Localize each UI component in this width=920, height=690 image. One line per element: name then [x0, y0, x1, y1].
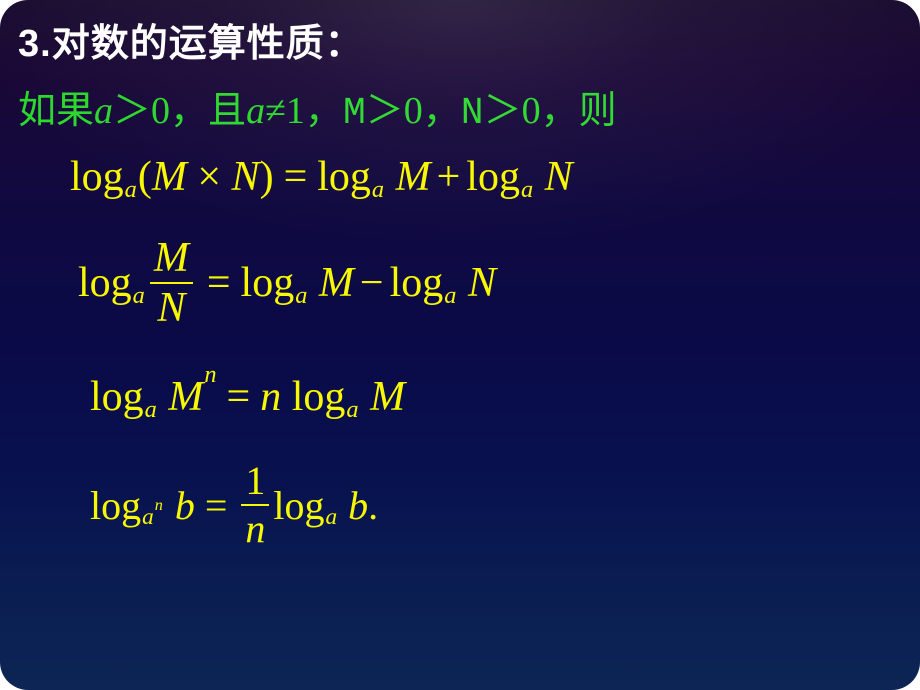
- lparen: (: [138, 153, 152, 201]
- var-N: N: [545, 153, 573, 201]
- var-M: M: [319, 259, 354, 307]
- log-base: a: [372, 176, 384, 204]
- formula-base-power: logan b= 1 n loga b.: [58, 461, 902, 549]
- formula-quotient: loga M N =loga M−loga N: [58, 237, 902, 329]
- var-n: n: [260, 373, 281, 421]
- var-M: M: [370, 373, 405, 421]
- log-word: log: [70, 153, 124, 201]
- cond-comma3: ，: [423, 90, 461, 132]
- frac-num: M: [150, 237, 193, 282]
- slide: 3.对数的运算性质： 如果a＞0，且a≠1，M＞0，N＞0，则 loga(M ×…: [0, 0, 920, 690]
- log-word: log: [466, 153, 520, 201]
- frac-den: N: [153, 284, 189, 329]
- log-word: log: [241, 259, 295, 307]
- var-N: N: [232, 153, 260, 201]
- cond-a2: a: [246, 90, 265, 132]
- period: .: [368, 482, 378, 529]
- cond-gt1: ＞: [113, 90, 151, 132]
- eq-sign: =: [227, 373, 251, 421]
- eq-sign: =: [205, 482, 228, 529]
- cond-zero2: 0: [404, 90, 423, 132]
- log-base: a: [145, 396, 157, 424]
- log-base: a: [521, 176, 533, 204]
- log-base: a: [125, 176, 137, 204]
- log-base: a: [444, 282, 456, 310]
- cond-then: 则: [579, 90, 617, 132]
- log-word: log: [273, 482, 324, 529]
- log-base: a: [295, 282, 307, 310]
- section-heading: 3.对数的运算性质：: [18, 12, 902, 67]
- formulas-block: loga(M × N)=loga M+loga N loga M N =loga…: [18, 153, 902, 549]
- log-word: log: [317, 153, 371, 201]
- cond-zero3: 0: [522, 90, 541, 132]
- log-word: log: [390, 259, 444, 307]
- log-word: log: [292, 373, 346, 421]
- rparen: ): [260, 153, 274, 201]
- exp-n: n: [204, 361, 216, 389]
- cond-prefix: 如果: [18, 90, 94, 132]
- condition-line: 如果a＞0，且a≠1，M＞0，N＞0，则: [18, 79, 902, 135]
- var-M: M: [396, 153, 431, 201]
- var-N: N: [468, 259, 496, 307]
- frac-den: n: [241, 506, 269, 549]
- cond-and: 且: [208, 90, 246, 132]
- cond-comma1: ，: [170, 90, 208, 132]
- eq-sign: =: [207, 259, 231, 307]
- log-word: log: [90, 373, 144, 421]
- var-M: M: [152, 153, 187, 201]
- base-exp-n: n: [155, 496, 163, 515]
- plus-op: +: [437, 153, 461, 201]
- cond-ne: ≠: [265, 90, 286, 132]
- log-base: a: [346, 396, 358, 424]
- fraction-1-over-n: 1 n: [241, 461, 269, 549]
- minus-op: −: [360, 259, 384, 307]
- times-op: ×: [197, 153, 221, 201]
- cond-comma4: ，: [541, 90, 579, 132]
- cond-gt3: ＞: [484, 90, 522, 132]
- cond-comma2: ，: [305, 90, 343, 132]
- eq-sign: =: [284, 153, 308, 201]
- formula-product: loga(M × N)=loga M+loga N: [58, 153, 902, 201]
- log-base-a-to-n: an: [142, 504, 163, 531]
- cond-gt2: ＞: [366, 90, 404, 132]
- fraction-M-over-N: M N: [150, 237, 193, 329]
- cond-M: M: [343, 92, 366, 135]
- base-a: a: [142, 504, 154, 531]
- cond-one: 1: [286, 90, 305, 132]
- log-base: a: [326, 504, 338, 531]
- cond-N: N: [461, 92, 484, 135]
- var-b: b: [175, 482, 195, 529]
- log-base: a: [133, 282, 145, 310]
- log-word: log: [78, 259, 132, 307]
- formula-power: loga Mn=n loga M: [58, 373, 902, 421]
- var-M: M: [168, 373, 203, 421]
- var-b: b: [348, 482, 368, 529]
- cond-a: a: [94, 90, 113, 132]
- cond-zero: 0: [151, 90, 170, 132]
- frac-num: 1: [241, 461, 269, 504]
- log-word: log: [90, 482, 141, 529]
